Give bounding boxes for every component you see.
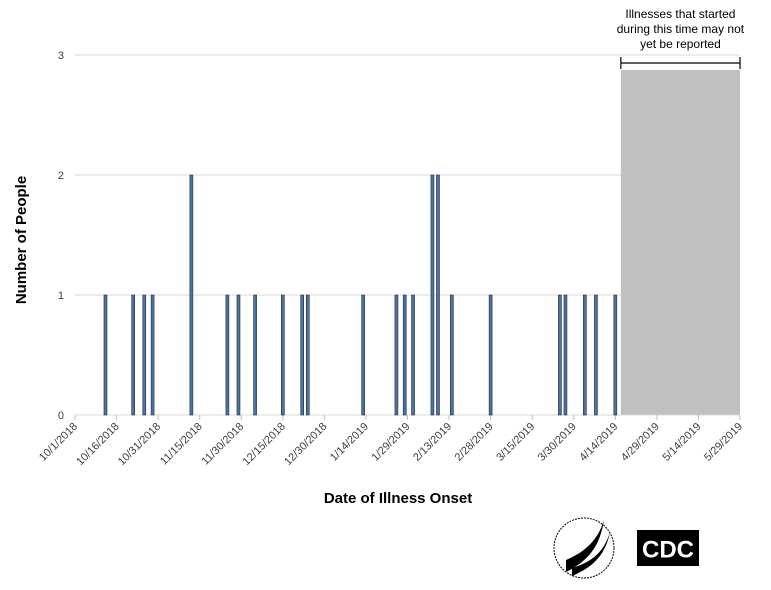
cdc-box [637,530,699,566]
bar [613,294,618,416]
bar [583,294,587,416]
x-tick-label: 10/31/2018 [116,421,163,468]
x-tick-label: 3/15/2019 [494,421,537,464]
bar [411,294,415,416]
shaded-region [620,70,740,415]
bar [594,294,598,416]
bar [225,294,230,416]
bar [305,294,310,416]
bar [150,294,155,416]
x-tick-label: 4/29/2019 [619,421,662,464]
hhs-logo [553,517,615,579]
hhs-ring [553,517,615,579]
y-tick-label: 3 [58,50,64,62]
y-tick-label: 2 [58,170,64,182]
y-axis-label: Number of People [13,176,30,304]
bar [131,294,135,416]
bar [430,174,435,416]
bar [361,294,365,416]
bar [300,294,305,416]
x-tick-label: 11/15/2018 [158,421,205,468]
bar [394,294,399,416]
bar [142,294,147,416]
annotation: yet be reported [640,37,721,51]
x-tick-label: 11/30/2018 [200,421,247,468]
x-tick-label: 3/30/2019 [536,421,579,464]
x-tick-label: 10/1/2018 [37,421,80,464]
x-tick-label: 2/28/2019 [453,421,496,464]
bar [563,294,568,416]
cdc-logo: CDC [637,530,699,566]
x-tick-label: 5/14/2019 [660,421,703,464]
bar [488,294,493,416]
bar [189,174,194,416]
bar [402,294,407,416]
annotation: Illnesses that started [625,7,735,21]
cdc-text: CDC [642,536,694,563]
x-tick-label: 12/15/2018 [241,421,288,468]
bar [103,294,108,416]
bar [436,174,440,416]
x-tick-label: 10/16/2018 [74,421,121,468]
bar [253,294,257,416]
x-tick-label: 1/29/2019 [370,421,413,464]
bar [281,294,285,416]
x-tick-label: 4/14/2019 [577,421,620,464]
x-tick-label: 1/14/2019 [328,421,371,464]
y-tick-label: 0 [58,410,64,422]
x-tick-label: 5/29/2019 [702,421,745,464]
bar [236,294,241,416]
bar [450,294,454,416]
x-tick-label: 2/13/2019 [411,421,454,464]
hhs-eagle [566,520,610,576]
y-tick-label: 1 [58,290,64,302]
bar [558,294,562,416]
x-axis-label: Date of Illness Onset [324,490,472,507]
annotation: during this time may not [617,22,745,36]
x-tick-label: 12/30/2018 [282,421,329,468]
